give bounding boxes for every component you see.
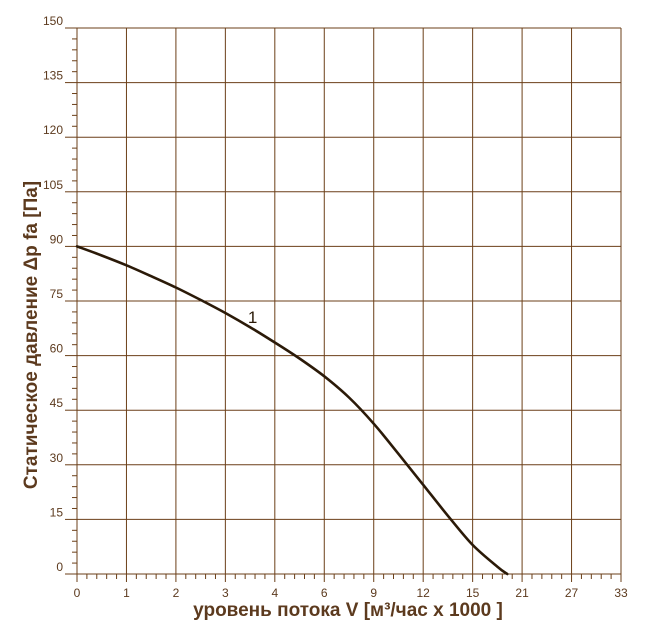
y-tick-label: 120 [43,123,63,137]
y-tick-label: 150 [43,14,63,28]
y-tick-label: 0 [56,560,63,574]
x-tick-label: 12 [417,586,431,600]
y-tick-label: 30 [50,451,64,465]
y-axis-title: Статическое давление Δp fa [Па] [21,181,42,489]
x-tick-label: 4 [271,586,278,600]
x-tick-label: 15 [466,586,480,600]
y-tick-label: 15 [50,505,64,519]
x-tick-labels: 0 1 2 3 4 6 9 12 15 21 27 33 [74,586,628,600]
series-curve-1 [75,245,509,576]
series-label-1: 1 [248,308,257,327]
x-tick-label: 0 [74,586,81,600]
x-tick-label: 6 [321,586,328,600]
x-tick-label: 21 [515,586,529,600]
x-tick-label: 3 [222,586,229,600]
x-tick-label: 2 [173,586,180,600]
x-tick-label: 9 [370,586,377,600]
x-axis-title: уровень потока V [м³/час x 1000 ] [193,600,503,621]
series-layer: 1 [75,245,509,576]
x-tick-label: 1 [123,586,130,600]
x-tick-label: 33 [614,586,628,600]
y-tick-label: 75 [50,287,64,301]
x-tick-label: 27 [565,586,579,600]
minor-ticks [72,38,612,579]
y-tick-label: 90 [50,232,64,246]
y-tick-labels: 0 15 30 45 60 75 90 105 120 135 150 [43,14,63,574]
y-tick-label: 135 [43,69,63,83]
y-tick-label: 45 [50,396,64,410]
grid [65,27,622,582]
y-tick-label: 105 [43,178,63,192]
y-tick-label: 60 [50,342,64,356]
